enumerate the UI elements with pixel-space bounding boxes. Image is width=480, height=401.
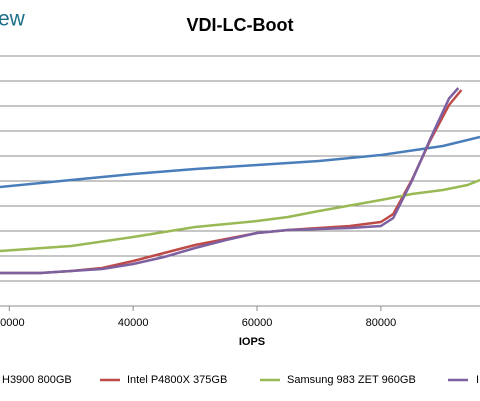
legend-label: Intel P4800X 375GB <box>127 374 227 386</box>
series-line <box>0 87 460 275</box>
logo: ew <box>0 8 26 31</box>
legend-label: H3900 800GB <box>2 374 72 386</box>
x-tick-label: 40000 <box>118 317 149 329</box>
legend-label: Samsung 983 ZET 960GB <box>287 374 416 386</box>
x-tick-label: 60000 <box>242 317 273 329</box>
x-tick-label: 20000 <box>0 317 25 329</box>
series-line <box>0 135 480 189</box>
chart-title: VDI-LC-Boot <box>187 15 294 35</box>
x-tick-label: 80000 <box>366 317 397 329</box>
x-axis-label: IOPS <box>239 336 265 348</box>
legend-label: I <box>476 374 479 386</box>
series-line <box>0 178 480 253</box>
